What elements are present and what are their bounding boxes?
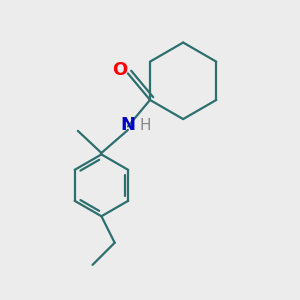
Text: O: O	[112, 61, 127, 80]
Text: H: H	[140, 118, 151, 133]
Text: N: N	[120, 116, 135, 134]
